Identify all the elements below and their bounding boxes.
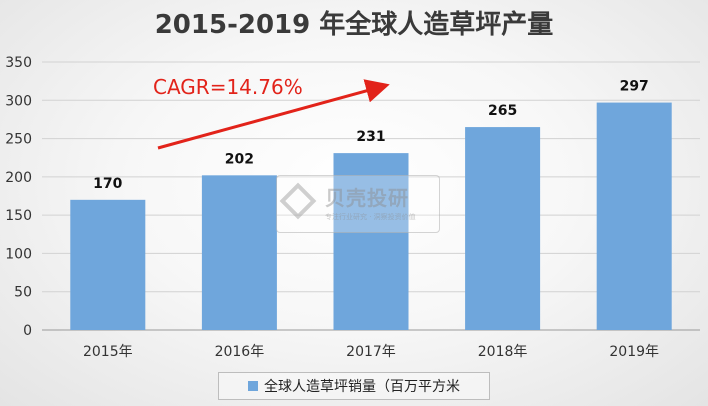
y-tick-label: 300 [5,93,32,109]
bar [596,102,672,330]
y-tick-label: 0 [23,323,32,339]
x-tick-label: 2017年 [346,344,396,360]
bar [201,175,277,330]
legend-label: 全球人造草坪销量（百万平方米 [264,379,460,395]
data-label: 170 [93,176,122,192]
bar [70,199,146,330]
legend: 全球人造草坪销量（百万平方米 [218,372,490,400]
bar [333,153,409,330]
data-label: 202 [225,151,254,167]
y-tick-label: 250 [5,132,32,148]
watermark-text: 贝壳投研 [325,186,409,210]
x-tick-label: 2016年 [215,344,265,360]
watermark-subtext: 专注行业研究 · 洞察投资价值 [325,213,416,221]
x-tick-label: 2019年 [609,344,659,360]
watermark-logo-icon [279,182,317,220]
bar [465,127,541,330]
x-tick-label: 2018年 [478,344,528,360]
y-tick-label: 50 [14,285,32,301]
chart-title: 2015-2019 年全球人造草坪产量 [154,10,554,40]
y-tick-label: 150 [5,208,32,224]
y-tick-label: 100 [5,246,32,262]
watermark: 贝壳投研 专注行业研究 · 洞察投资价值 [276,175,440,233]
legend-swatch [248,381,258,391]
y-tick-label: 200 [5,170,32,186]
y-tick-label: 350 [5,55,32,71]
cagr-arrow [157,79,390,150]
data-label: 297 [620,79,649,95]
cagr-annotation: CAGR=14.76% [153,75,303,99]
data-label: 265 [488,103,517,119]
x-tick-label: 2015年 [83,344,133,360]
data-label: 231 [356,129,385,145]
